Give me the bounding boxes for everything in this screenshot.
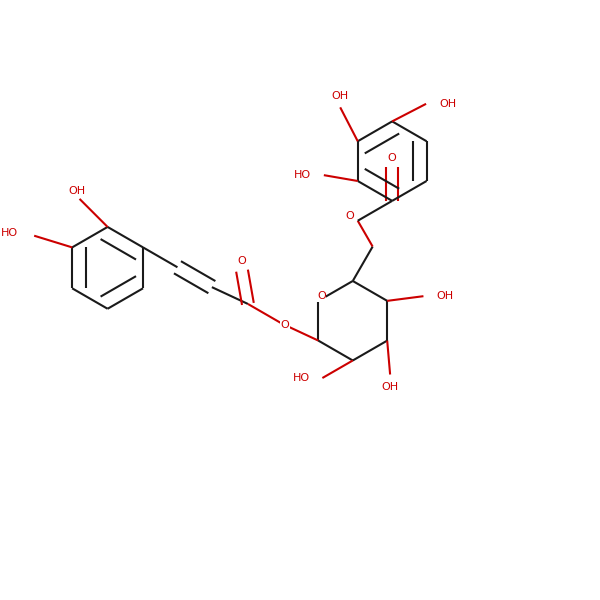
Text: O: O: [345, 211, 354, 221]
Text: OH: OH: [68, 185, 85, 196]
Text: O: O: [281, 320, 290, 330]
Text: OH: OH: [436, 291, 454, 301]
Text: OH: OH: [439, 99, 456, 109]
Text: O: O: [317, 291, 326, 301]
Text: OH: OH: [382, 382, 398, 392]
Text: HO: HO: [1, 228, 18, 238]
Text: O: O: [238, 256, 247, 266]
Text: OH: OH: [332, 91, 349, 101]
Text: O: O: [388, 153, 397, 163]
Text: HO: HO: [294, 170, 311, 180]
Text: HO: HO: [292, 373, 310, 383]
